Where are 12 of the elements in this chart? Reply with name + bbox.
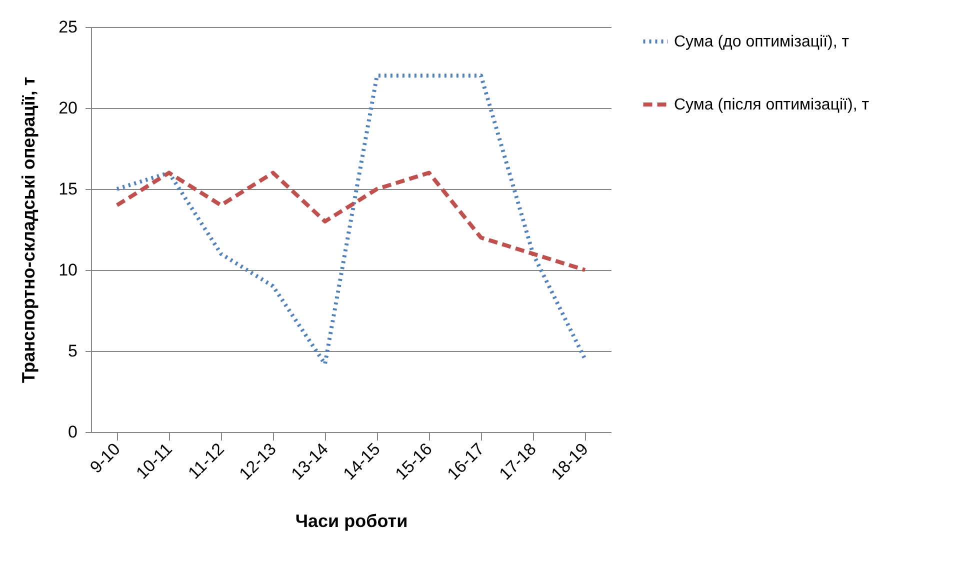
line-series [115, 170, 587, 272]
legend-label: Сума (після оптимізації), т [674, 96, 870, 114]
y-tick-label: 10 [58, 260, 78, 280]
y-axis-title: Транспортно-складські операції, т [18, 76, 39, 384]
y-tick-label: 15 [58, 180, 78, 198]
y-tick-label: 0 [68, 422, 78, 442]
y-tick-label: 20 [58, 98, 78, 118]
line-series [115, 74, 587, 366]
y-tick-label: 25 [58, 18, 78, 36]
y-tick-label: 5 [68, 342, 78, 360]
legend-label: Сума (до оптимізації), т [674, 34, 850, 50]
x-axis-title: Часи роботи [295, 510, 408, 531]
